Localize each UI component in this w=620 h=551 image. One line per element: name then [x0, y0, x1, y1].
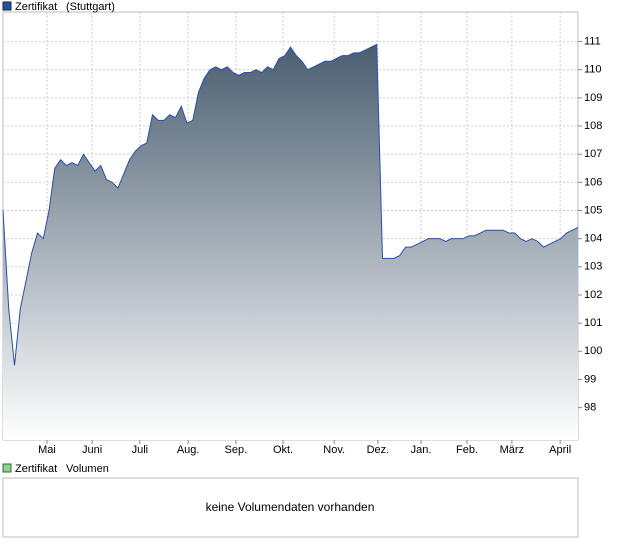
x-tick-label: Juni — [82, 444, 102, 456]
y-tick-label: 101 — [584, 317, 602, 329]
y-tick-label: 109 — [584, 92, 602, 104]
x-tick-label: Aug. — [177, 444, 200, 456]
x-tick-label: Feb. — [456, 444, 478, 456]
y-tick-label: 105 — [584, 204, 602, 216]
y-tick-label: 107 — [584, 148, 602, 160]
x-tick-label: März — [500, 444, 524, 456]
area-line — [2, 43, 579, 366]
y-tick-label: 98 — [584, 402, 596, 414]
y-tick-label: 110 — [584, 64, 602, 76]
volume-legend-volume: Volumen — [66, 463, 109, 475]
legend-exchange: (Stuttgart) — [66, 1, 115, 13]
legend-swatch — [2, 1, 12, 11]
volume-message: keine Volumendaten vorhanden — [206, 500, 375, 514]
y-tick-label: 99 — [584, 373, 596, 385]
volume-legend-swatch — [2, 463, 12, 473]
y-tick-label: 104 — [584, 233, 602, 245]
x-tick-label: Sep. — [225, 444, 248, 456]
x-tick-label: Nov. — [323, 444, 345, 456]
x-tick-label: Mai — [38, 444, 56, 456]
legend-label: Zertifikat — [15, 1, 57, 13]
x-tick-label: April — [549, 444, 571, 456]
x-tick-label: Jan. — [411, 444, 432, 456]
x-tick-label: Dez. — [367, 444, 390, 456]
x-tick-label: Okt. — [273, 444, 293, 456]
volume-frame — [2, 477, 579, 538]
y-tick-label: 102 — [584, 289, 602, 301]
y-tick-label: 106 — [584, 176, 602, 188]
x-tick-label: Juli — [132, 444, 149, 456]
y-tick-label: 108 — [584, 120, 602, 132]
y-tick-label: 103 — [584, 261, 602, 273]
y-tick-label: 111 — [584, 35, 601, 47]
y-tick-label: 100 — [584, 345, 602, 357]
volume-legend-label: Zertifikat — [15, 463, 57, 475]
